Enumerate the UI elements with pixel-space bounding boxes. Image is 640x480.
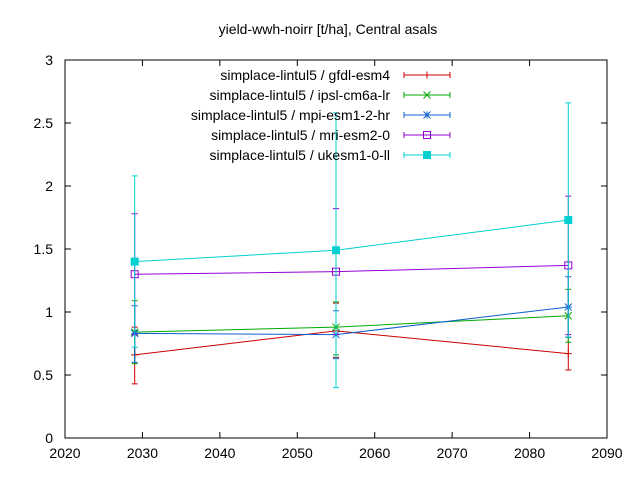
series-line bbox=[134, 315, 569, 333]
legend-label: simplace-lintul5 / gfdl-esm4 bbox=[220, 67, 390, 83]
y-tick-label: 1 bbox=[45, 304, 53, 320]
data-point-marker bbox=[423, 151, 431, 159]
x-tick-label: 2060 bbox=[359, 445, 390, 461]
x-tick-label: 2090 bbox=[591, 445, 622, 461]
y-tick-label: 0 bbox=[45, 430, 53, 446]
x-tick-label: 2070 bbox=[437, 445, 468, 461]
legend-item: simplace-lintul5 / ukesm1-0-ll bbox=[209, 147, 451, 163]
data-point-marker bbox=[423, 91, 431, 99]
series bbox=[130, 102, 573, 389]
legend-label: simplace-lintul5 / mri-esm2-0 bbox=[211, 127, 390, 143]
x-tick-label: 2080 bbox=[514, 445, 545, 461]
legend-sample-line bbox=[403, 132, 451, 138]
x-axis: 2020 2030 2040 2050 2060 2070 2080 2090 bbox=[49, 60, 623, 461]
series bbox=[130, 195, 573, 336]
y-tick-label: 2.5 bbox=[34, 115, 54, 131]
y-tick-label: 2 bbox=[45, 178, 53, 194]
legend-label: simplace-lintul5 / ukesm1-0-ll bbox=[209, 147, 390, 163]
x-tick-label: 2050 bbox=[282, 445, 313, 461]
legend-label: simplace-lintul5 / ipsl-cm6a-lr bbox=[210, 87, 391, 103]
data-point-marker bbox=[423, 131, 431, 139]
data-point-marker bbox=[423, 71, 431, 79]
legend: simplace-lintul5 / gfdl-esm4 simplace-lin… bbox=[191, 67, 451, 163]
x-tick-label: 2040 bbox=[204, 445, 235, 461]
series-line bbox=[134, 219, 569, 263]
x-tick-label: 2020 bbox=[49, 445, 80, 461]
series-line bbox=[134, 264, 569, 275]
y-axis: 0 0.5 1 1.5 2 2.5 3 bbox=[34, 52, 607, 446]
legend-item: simplace-lintul5 / mpi-esm1-2-hr bbox=[191, 107, 451, 123]
y-tick-label: 1.5 bbox=[34, 241, 54, 257]
chart-title: yield-wwh-noirr [t/ha], Central asals bbox=[219, 21, 438, 37]
legend-item: simplace-lintul5 / mri-esm2-0 bbox=[211, 127, 451, 143]
y-tick-label: 0.5 bbox=[34, 367, 54, 383]
series bbox=[130, 276, 573, 363]
series-group bbox=[130, 102, 573, 389]
series bbox=[130, 288, 573, 365]
series-line bbox=[134, 330, 569, 356]
legend-item: simplace-lintul5 / ipsl-cm6a-lr bbox=[210, 87, 451, 103]
data-point-marker bbox=[130, 257, 139, 266]
data-point-marker bbox=[423, 111, 431, 119]
y-tick-label: 3 bbox=[45, 52, 53, 68]
data-point-marker bbox=[564, 216, 573, 225]
x-tick-label: 2030 bbox=[127, 445, 158, 461]
legend-label: simplace-lintul5 / mpi-esm1-2-hr bbox=[191, 107, 391, 123]
legend-item: simplace-lintul5 / gfdl-esm4 bbox=[220, 67, 451, 83]
data-point-marker bbox=[564, 350, 572, 358]
series bbox=[131, 302, 572, 385]
data-point-marker bbox=[332, 246, 340, 255]
